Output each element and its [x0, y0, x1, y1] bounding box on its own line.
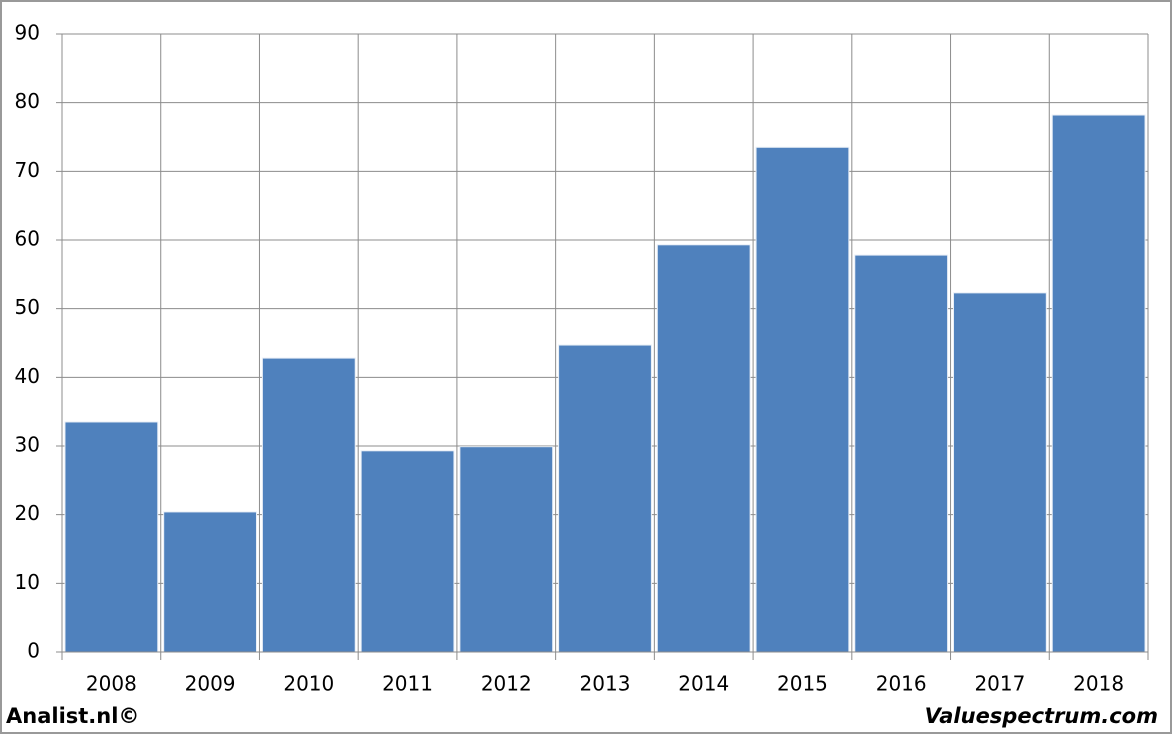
bar	[656, 244, 751, 653]
y-tick-label: 40	[15, 364, 40, 388]
bar	[1051, 114, 1146, 653]
footer-left: Analist.nl©	[6, 704, 139, 728]
bar	[360, 450, 455, 653]
bar	[64, 421, 159, 653]
bar	[854, 254, 949, 653]
bar	[558, 344, 652, 653]
bar	[459, 446, 554, 653]
y-tick-label: 70	[15, 158, 40, 182]
x-tick-label: 2015	[777, 672, 828, 696]
bar	[261, 357, 356, 653]
y-tick-label: 10	[15, 570, 40, 594]
y-tick-label: 20	[15, 501, 40, 525]
x-tick-label: 2014	[678, 672, 729, 696]
y-tick-label: 90	[15, 21, 40, 45]
footer-right: Valuespectrum.com	[925, 704, 1158, 728]
x-tick-label: 2008	[86, 672, 137, 696]
y-tick-label: 80	[15, 89, 40, 113]
y-tick-label: 60	[15, 227, 40, 251]
x-tick-label: 2012	[481, 672, 532, 696]
x-tick-label: 2009	[185, 672, 236, 696]
bar	[755, 146, 850, 653]
y-tick-label: 0	[27, 639, 40, 663]
x-tick-label: 2018	[1073, 672, 1124, 696]
x-tick-label: 2016	[876, 672, 927, 696]
bar	[953, 292, 1047, 653]
x-tick-label: 2010	[283, 672, 334, 696]
x-tick-label: 2013	[580, 672, 631, 696]
y-tick-label: 30	[15, 433, 40, 457]
bar	[163, 511, 257, 653]
x-tick-label: 2017	[974, 672, 1025, 696]
y-tick-label: 50	[15, 295, 40, 319]
x-tick-label: 2011	[382, 672, 433, 696]
